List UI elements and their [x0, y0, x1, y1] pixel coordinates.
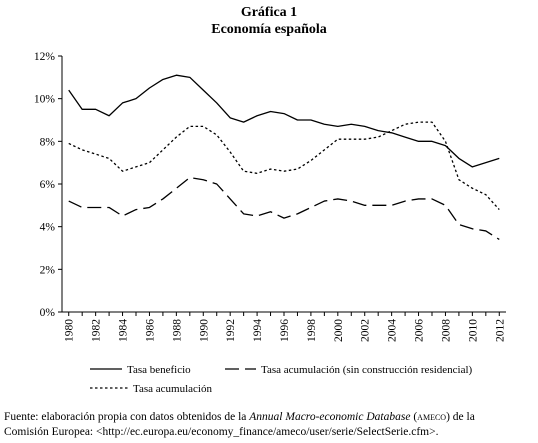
legend-label-1: Tasa beneficio — [127, 364, 191, 376]
x-tick-label-1986: 1986 — [144, 319, 156, 342]
x-tick-label-2002: 2002 — [360, 319, 372, 342]
source-middle: ( — [410, 411, 418, 423]
series-line-2 — [68, 176, 500, 241]
chart-title: Economía española — [211, 22, 327, 37]
x-tick-label-2004: 2004 — [387, 319, 399, 342]
x-tick-label-2010: 2010 — [467, 319, 479, 342]
y-tick-label-8: 8% — [40, 136, 56, 148]
x-tick-label-1988: 1988 — [171, 319, 183, 342]
legend-label-2: Tasa acumulación (sin construcción resid… — [261, 364, 473, 376]
y-tick-label-0: 0% — [40, 307, 56, 319]
source-suffix: ) de la — [446, 411, 475, 423]
x-tick-label-2008: 2008 — [440, 319, 452, 342]
legend-label-3: Tasa acumulación — [133, 383, 212, 395]
x-tick-label-2006: 2006 — [414, 319, 426, 342]
series-line-1 — [68, 74, 500, 168]
x-tick-label-1982: 1982 — [91, 319, 103, 342]
x-tick-label-1990: 1990 — [198, 319, 210, 342]
y-tick-label-4: 4% — [40, 222, 56, 234]
x-tick-label-1980: 1980 — [64, 319, 76, 342]
y-tick-label-10: 10% — [34, 94, 56, 106]
x-tick-label-2000: 2000 — [333, 319, 345, 342]
x-tick-label-1984: 1984 — [118, 319, 130, 342]
x-tick-label-1992: 1992 — [225, 319, 237, 342]
figure-number: Gráfica 1 — [240, 5, 298, 20]
x-tick-label-1994: 1994 — [252, 319, 264, 342]
x-tick-label-2012: 2012 — [494, 319, 506, 342]
source-note: Fuente: elaboración propia con datos obt… — [4, 410, 536, 440]
source-database: Annual Macro-economic Database — [249, 411, 411, 423]
source-line-2: Comisión Europea: <http://ec.europa.eu/e… — [4, 426, 439, 438]
x-tick-label-1998: 1998 — [306, 319, 318, 342]
y-tick-label-2: 2% — [40, 264, 56, 276]
chart-title-block: Gráfica 1 Economía española — [0, 4, 538, 38]
series-line-3 — [68, 121, 500, 211]
x-tick-label-1996: 1996 — [279, 319, 291, 342]
source-acronym: ameco — [417, 411, 447, 423]
source-prefix: Fuente: elaboración propia con datos obt… — [4, 411, 250, 423]
y-tick-label-12: 12% — [34, 51, 56, 63]
y-tick-label-6: 6% — [40, 179, 56, 191]
line-chart: 0% 2% 4% 6% 8% 10% 12% 1980 1982 1984 1986 1988 1990… — [34, 51, 506, 395]
